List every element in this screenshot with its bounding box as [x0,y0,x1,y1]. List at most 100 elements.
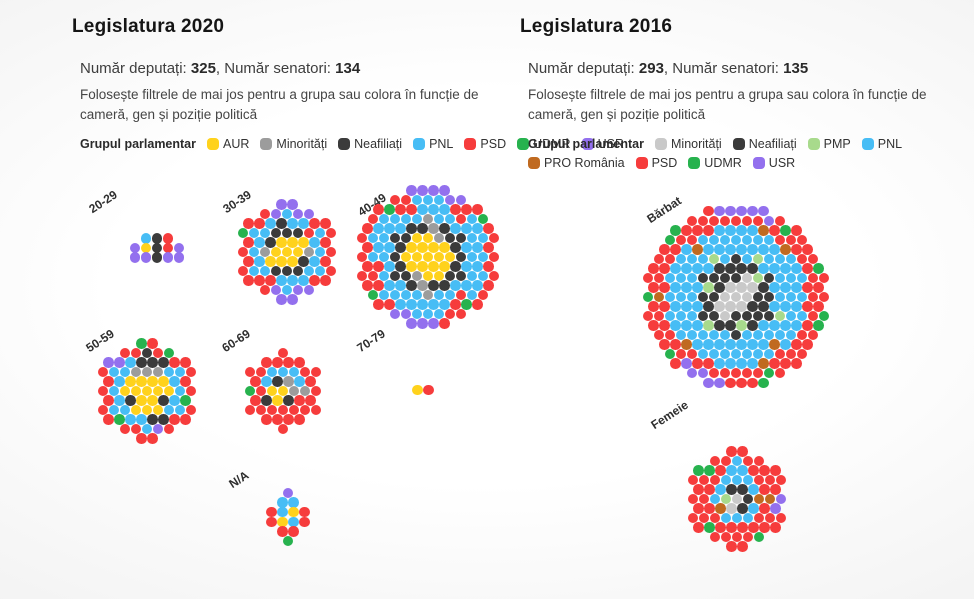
member-dot[interactable] [400,251,412,263]
legend-item-pnl[interactable]: PNL [861,137,902,151]
member-dot[interactable] [309,256,320,267]
member-dot[interactable] [162,252,174,263]
member-dot[interactable] [681,244,692,255]
member-dot[interactable] [461,242,472,253]
legend-item-pro-românia[interactable]: PRO România [528,156,625,170]
legend-item-usr[interactable]: USR [752,156,795,170]
member-dot[interactable] [439,204,450,215]
member-dot[interactable] [282,487,294,499]
member-dot[interactable] [97,385,109,397]
member-dot[interactable] [741,215,753,226]
member-dot[interactable] [686,234,698,246]
member-dot[interactable] [483,242,494,253]
member-dot[interactable] [450,242,461,253]
member-dot[interactable] [444,289,456,301]
member-dot[interactable] [670,358,681,369]
member-dot[interactable] [725,263,736,274]
member-dot[interactable] [483,261,494,272]
member-dot[interactable] [692,282,703,293]
member-dot[interactable] [769,320,780,331]
member-dot[interactable] [422,213,434,225]
member-dot[interactable] [758,263,769,274]
member-dot[interactable] [742,531,754,543]
member-dot[interactable] [692,339,703,350]
member-dot[interactable] [367,213,379,225]
legend-item-psd[interactable]: PSD [464,137,506,151]
member-dot[interactable] [692,320,703,331]
member-dot[interactable] [140,242,152,254]
member-dot[interactable] [455,308,467,320]
member-dot[interactable] [277,516,288,527]
member-dot[interactable] [675,348,687,360]
member-dot[interactable] [759,503,770,514]
member-dot[interactable] [775,512,787,524]
member-dot[interactable] [103,395,114,406]
member-dot[interactable] [299,506,310,518]
member-dot[interactable] [642,272,654,284]
member-dot[interactable] [726,484,737,495]
member-dot[interactable] [741,291,753,303]
member-dot[interactable] [488,232,500,244]
member-dot[interactable] [818,310,830,322]
member-dot[interactable] [719,310,731,322]
member-dot[interactable] [277,347,289,359]
member-dot[interactable] [389,289,401,301]
member-dot[interactable] [455,251,467,263]
member-dot[interactable] [136,338,147,349]
member-dot[interactable] [763,310,775,322]
member-dot[interactable] [119,423,131,435]
member-dot[interactable] [737,541,748,552]
member-dot[interactable] [417,242,428,253]
member-dot[interactable] [461,223,472,234]
member-dot[interactable] [299,404,311,416]
member-dot[interactable] [648,263,659,274]
member-dot[interactable] [108,404,120,416]
member-dot[interactable] [698,512,710,524]
member-dot[interactable] [664,348,676,360]
member-dot[interactable] [129,252,141,263]
member-dot[interactable] [472,299,483,310]
legend-item-neafiliați[interactable]: Neafiliați [338,137,402,151]
member-dot[interactable] [169,414,180,425]
member-dot[interactable] [180,376,191,387]
member-dot[interactable] [714,320,725,331]
member-dot[interactable] [703,225,714,236]
member-dot[interactable] [288,366,300,378]
member-dot[interactable] [450,223,461,234]
member-dot[interactable] [378,213,390,225]
member-dot[interactable] [299,516,310,527]
member-dot[interactable] [248,227,260,239]
legend-item-psd[interactable]: PSD [635,156,677,170]
member-dot[interactable] [266,516,277,527]
member-dot[interactable] [417,185,428,196]
member-dot[interactable] [310,366,322,378]
member-dot[interactable] [294,395,305,406]
member-dot[interactable] [411,308,423,320]
member-dot[interactable] [147,357,158,368]
member-dot[interactable] [276,275,287,286]
member-dot[interactable] [775,474,787,486]
member-dot[interactable] [259,265,271,277]
member-dot[interactable] [444,308,456,320]
member-dot[interactable] [802,339,813,350]
member-dot[interactable] [119,385,131,397]
member-dot[interactable] [709,512,721,524]
member-dot[interactable] [185,404,197,416]
member-dot[interactable] [281,246,293,258]
member-dot[interactable] [747,225,758,236]
member-dot[interactable] [675,329,687,341]
member-dot[interactable] [163,366,175,378]
member-dot[interactable] [697,215,709,226]
member-dot[interactable] [277,404,289,416]
legend-item-minorități[interactable]: Minorități [260,137,327,151]
member-dot[interactable] [97,366,109,378]
legend-item-pmp[interactable]: PMP [807,137,851,151]
member-dot[interactable] [653,329,665,341]
member-dot[interactable] [439,242,450,253]
member-dot[interactable] [791,320,802,331]
member-dot[interactable] [714,205,725,217]
member-dot[interactable] [114,357,125,368]
member-dot[interactable] [709,474,721,486]
member-dot[interactable] [681,282,692,293]
member-dot[interactable] [270,208,282,220]
